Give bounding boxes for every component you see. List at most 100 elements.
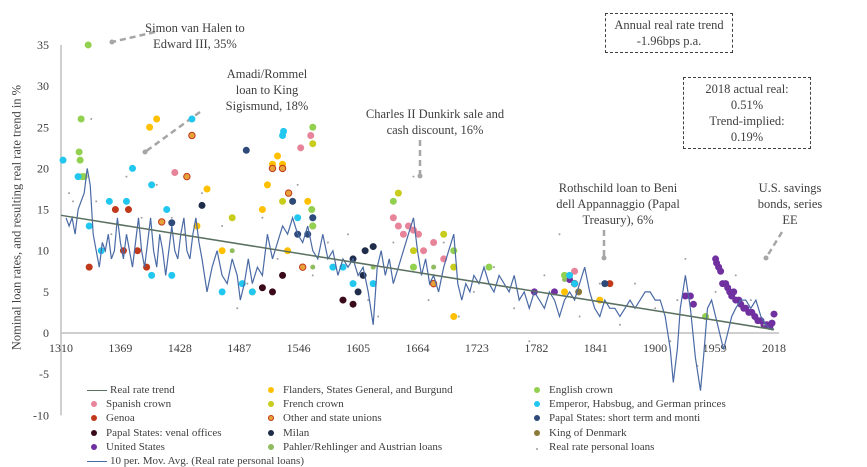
scatter-point-united-states	[717, 267, 725, 275]
moving-average-line	[65, 168, 774, 391]
scatter-point-english-crown	[409, 263, 417, 271]
annotation-arrow-head	[763, 255, 769, 261]
personal-loan-point	[558, 233, 561, 236]
legend-item: Papal States: short term and monti	[530, 412, 700, 424]
scatter-point-english-crown	[485, 263, 493, 271]
legend-item: Other and state unions	[264, 412, 382, 424]
legend-label: English crown	[549, 384, 613, 396]
scatter-point-flanders-states-general-and-burgund	[153, 115, 161, 123]
scatter-point-emperor-habsbug-and-german-princes	[74, 173, 82, 181]
real-rate-trend-line	[60, 214, 775, 331]
legend-marker	[268, 415, 274, 422]
scatter-point-milan	[361, 247, 369, 255]
scatter-point-pahler-rehlinger-and-austrian-loans	[310, 264, 316, 270]
legend-label: French crown	[283, 398, 344, 411]
legend-dot-swatch	[264, 398, 278, 410]
legend-dot-swatch	[530, 427, 544, 439]
trend-box-line2: -1.96bps p.a.	[636, 34, 702, 48]
legend-dot-swatch	[264, 412, 278, 424]
y-tick-label: 35	[37, 38, 49, 52]
legend-label: Papal States: short term and monti	[549, 412, 701, 425]
personal-loan-point	[749, 299, 752, 302]
scatter-point-papal-states-venal-offices	[349, 300, 357, 308]
personal-loan-point	[634, 282, 637, 285]
annotation-arrow-head	[417, 173, 423, 179]
scatter-point-emperor-habsbug-and-german-princes	[188, 115, 196, 123]
scatter-point-genoa	[606, 280, 614, 288]
scatter-point-french-crown	[279, 197, 287, 205]
scatter-point-papal-states-venal-offices	[339, 296, 347, 304]
personal-loan-point	[472, 290, 475, 293]
legend-item: Pahler/Rehlinger and Austrian loans	[264, 441, 442, 453]
personal-loan-point	[457, 315, 460, 318]
legend-label: Real rate trend	[110, 384, 175, 396]
legend-item: Real rate trend	[87, 384, 175, 396]
personal-loan-point	[734, 274, 737, 277]
legend-marker	[91, 415, 97, 422]
personal-loan-point	[704, 348, 707, 351]
personal-loan-point	[110, 233, 113, 236]
legend-marker	[268, 443, 274, 450]
scatter-point-spanish-crown	[571, 267, 579, 275]
scatter-point-french-crown	[450, 263, 458, 271]
y-tick-label: 5	[43, 285, 49, 299]
personal-loan-point	[200, 192, 203, 195]
legend-line-swatch	[87, 460, 107, 462]
scatter-point-emperor-habsbug-and-german-princes	[168, 271, 176, 279]
scatter-point-flanders-states-general-and-burgund	[218, 247, 226, 255]
personal-loan-point	[442, 241, 445, 244]
scatter-point-emperor-habsbug-and-german-princes	[148, 271, 156, 279]
scatter-point-emperor-habsbug-and-german-princes	[129, 164, 137, 172]
scatter-point-emperor-habsbug-and-german-princes	[329, 263, 337, 271]
legend-item: King of Denmark	[530, 427, 627, 439]
scatter-point-french-crown	[440, 230, 448, 238]
legend-item: United States	[87, 441, 165, 453]
legend-label: Emperor, Habsbug, and German princes	[549, 398, 726, 411]
personal-loan-point	[246, 282, 249, 285]
scatter-point-spanish-crown	[297, 144, 305, 152]
personal-loan-point	[377, 315, 380, 318]
scatter-point-french-crown	[228, 214, 236, 222]
x-tick-label: 2018	[762, 341, 786, 355]
annotation-arrow-head	[142, 149, 148, 155]
annotation-charles: Charles II Dunkirk sale and cash discoun…	[365, 107, 505, 137]
y-tick-label: 10	[37, 244, 49, 258]
scatter-point-english-crown	[309, 123, 317, 131]
scatter-point-english-crown	[77, 115, 85, 123]
annotation-rothschild: Rothschild loan to Beni dell Appannaggio…	[556, 181, 680, 227]
scatter-point-emperor-habsbug-and-german-princes	[280, 127, 288, 135]
scatter-point-emperor-habsbug-and-german-princes	[248, 288, 256, 296]
scatter-point-english-crown	[561, 271, 569, 279]
legend-dot-swatch	[264, 441, 278, 453]
legend-item: Flanders, States General, and Burgund	[264, 384, 453, 396]
scatter-point-emperor-habsbug-and-german-princes	[148, 181, 156, 189]
legend-item: English crown	[530, 384, 613, 396]
scatter-point-french-crown	[409, 247, 417, 255]
legend-dot-swatch	[264, 427, 278, 439]
legend-label: Flanders, States General, and Burgund	[283, 384, 453, 396]
scatter-point-other-and-state-unions	[278, 164, 287, 173]
x-tick-label: 1782	[524, 341, 548, 355]
legend-dot-swatch	[87, 427, 101, 439]
scatter-point-english-crown	[84, 41, 92, 49]
legend-label: Real rate personal loans	[549, 440, 655, 453]
trend-box: Annual real rate trend -1.96bps p.a.	[605, 13, 733, 53]
scatter-point-genoa	[85, 263, 93, 271]
legend-marker	[268, 387, 274, 393]
personal-loan-point	[654, 307, 657, 310]
scatter-point-papal-states-venal-offices	[279, 271, 287, 279]
scatter-point-papal-states-short-term-and-monti	[601, 280, 609, 288]
legend-item: French crown	[264, 398, 344, 410]
scatter-point-papal-states-short-term-and-monti	[242, 146, 250, 154]
scatter-point-flanders-states-general-and-burgund	[203, 185, 211, 193]
legend-dot-swatch	[530, 398, 544, 410]
personal-loan-point	[95, 200, 98, 203]
personal-loan-point	[236, 307, 239, 310]
personal-loan-point	[714, 290, 717, 293]
x-tick-label: 1546	[287, 341, 311, 355]
scatter-point-emperor-habsbug-and-german-princes	[163, 206, 171, 214]
y-tick-label: 20	[37, 161, 49, 175]
legend-marker	[534, 429, 540, 436]
personal-loan-point	[762, 323, 765, 326]
